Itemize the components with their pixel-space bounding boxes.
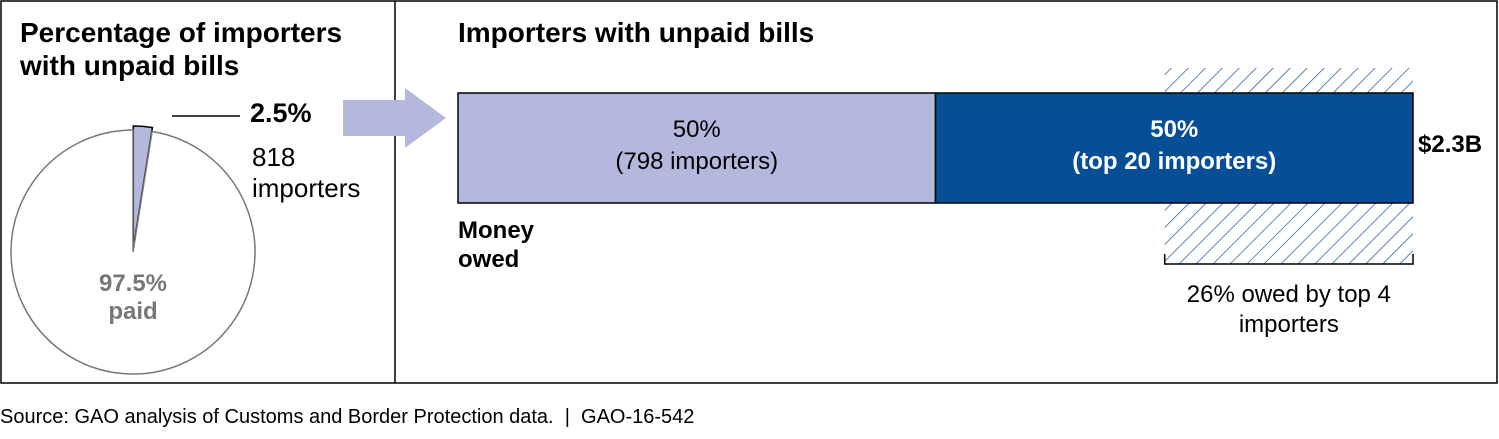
pie-title: Percentage of importers with unpaid bill…	[20, 17, 343, 81]
segment-label: (798 importers)	[615, 148, 779, 175]
slice-label: 818 importers	[252, 142, 361, 203]
bar-segment	[934, 92, 1414, 204]
frame	[0, 0, 1498, 384]
axis-label: Money owed	[458, 217, 535, 273]
arrow	[343, 88, 446, 148]
slice-value-label: 2.5%	[250, 98, 312, 128]
highlight-text: owed by top 4 importers	[1238, 281, 1391, 338]
pie-slice	[10, 129, 256, 375]
highlight-text: 26%	[1186, 281, 1235, 308]
bracket	[1163, 254, 1414, 265]
slice-label: paid	[108, 298, 158, 325]
total-label: $2.3B	[1418, 131, 1483, 158]
segment-value-label: 50%	[672, 116, 721, 143]
slice-value-label: 97.5%	[98, 270, 168, 297]
bar-segment	[457, 92, 937, 204]
bar-title: Importers with unpaid bills	[458, 17, 815, 48]
segment-value-label: 50%	[1150, 116, 1199, 143]
segment-label: (top 20 importers)	[1072, 148, 1277, 175]
source: Source: GAO analysis of Customs and Bord…	[0, 406, 695, 428]
highlight-label: 26% owed by top 4 importers	[1155, 280, 1423, 340]
